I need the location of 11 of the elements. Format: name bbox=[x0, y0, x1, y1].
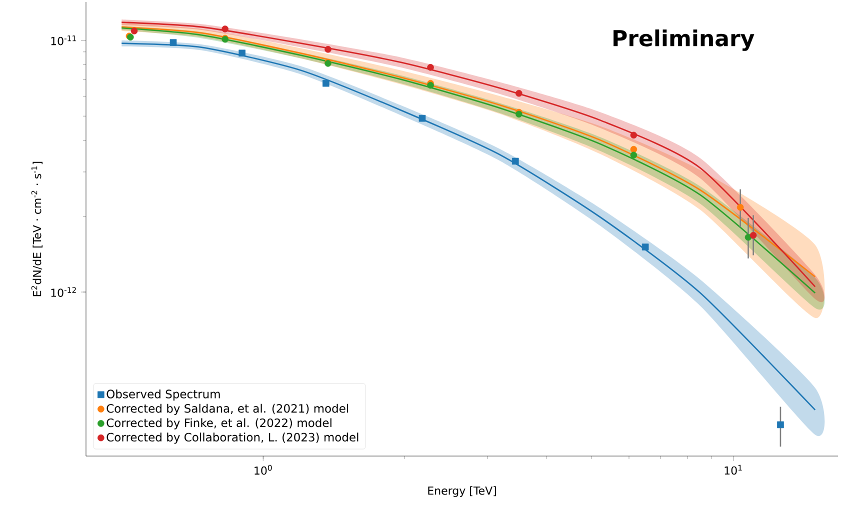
y-tick-label: 10$^{-12}$ bbox=[51, 287, 76, 297]
legend-label: Corrected by Collaboration, L. (2023) model bbox=[106, 432, 358, 444]
legend-label: Corrected by Saldana, et al. (2021) model bbox=[106, 404, 348, 415]
legend-label: Corrected by Finke, et al. (2022) model bbox=[106, 418, 332, 430]
y-tick-label: 10$^{-11}$ bbox=[51, 35, 76, 46]
legend-label: Observed Spectrum bbox=[106, 389, 220, 401]
x-tick-label: 10$^{0}$ bbox=[254, 464, 272, 475]
annotation: Preliminary bbox=[614, 29, 754, 51]
y-axis-title: E$^{2}$dN/dE [TeV · cm$^{-2}$ · s$^{-1}$] bbox=[31, 162, 43, 296]
x-axis-title: Energy [TeV] bbox=[428, 486, 496, 497]
x-tick-label: 10$^{1}$ bbox=[724, 464, 742, 475]
